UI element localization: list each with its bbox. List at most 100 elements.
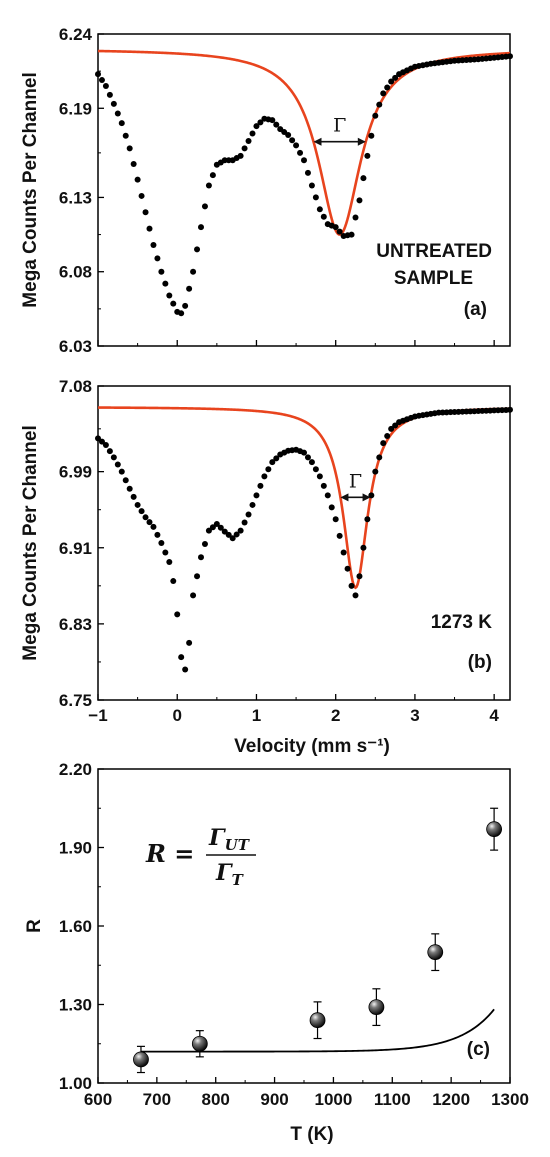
x-tick-label: 600	[84, 1090, 112, 1109]
panel-a-fit	[97, 49, 511, 236]
data-point	[237, 527, 244, 534]
data-point	[392, 74, 399, 81]
data-point	[360, 175, 367, 182]
data-point	[352, 592, 359, 599]
panel-b-y-axis-title: Mega Counts Per Channel	[20, 425, 41, 660]
data-point	[265, 466, 272, 473]
panel-b-x-axis-title: Velocity (mm s⁻¹)	[234, 736, 390, 757]
y-tick-label: 6.75	[59, 691, 92, 710]
data-point	[249, 501, 256, 508]
data-point	[328, 504, 335, 511]
data-point	[191, 1030, 208, 1058]
data-point	[380, 440, 387, 447]
panel-a-frame	[97, 33, 511, 347]
data-point	[384, 432, 391, 439]
panel-a-annotation-3: (a)	[464, 299, 487, 320]
data-point	[217, 524, 224, 531]
gamma-arrow-right	[357, 137, 366, 146]
data-point	[297, 149, 304, 156]
data-point	[229, 535, 236, 542]
data-point	[380, 90, 387, 97]
data-point	[201, 203, 208, 210]
data-point	[269, 459, 276, 466]
panel-b-annotation-2: (b)	[468, 652, 492, 673]
panel-b: 7.08 6.99 6.91 6.83 6.75 −1 0 1 2 3 4 Γ 1273 K (b…	[20, 377, 513, 757]
panel-c-x-ticks: 600 700 800 900 1000 1100 1200 1300	[84, 1077, 529, 1109]
data-point	[182, 302, 189, 309]
data-point	[102, 441, 109, 448]
data-point	[142, 514, 149, 521]
panel-a-x-ticks	[97, 340, 495, 346]
x-tick-label: 1000	[315, 1090, 353, 1109]
y-tick-label: 1.60	[59, 917, 92, 936]
data-point	[348, 582, 355, 589]
panel-b-y-ticks: 7.08 6.99 6.91 6.83 6.75	[59, 377, 104, 710]
formula-numerator: ΓUT	[208, 825, 251, 854]
data-point	[146, 519, 153, 526]
data-point	[273, 455, 280, 462]
gamma-arrow-left	[340, 493, 349, 502]
panel-c-x-axis-title: T (K)	[290, 1124, 333, 1145]
data-point	[253, 123, 260, 130]
x-tick-label: 2	[331, 706, 340, 725]
data-point	[133, 1045, 149, 1074]
data-point	[309, 1001, 326, 1040]
data-point	[134, 176, 141, 183]
panel-c-formula: R = ΓUT ΓT	[145, 825, 256, 889]
data-point	[118, 468, 125, 475]
data-point	[174, 611, 181, 618]
panel-c-y-ticks: 2.20 1.90 1.60 1.30 1.00	[59, 760, 104, 1093]
data-point	[308, 182, 315, 189]
data-point	[98, 77, 105, 84]
data-point	[98, 438, 105, 445]
x-tick-label: 1100	[374, 1090, 411, 1109]
data-point	[95, 71, 101, 78]
data-point	[316, 206, 323, 213]
panel-a-gamma-label: Γ	[333, 115, 346, 137]
data-point	[356, 573, 363, 580]
data-point	[392, 422, 399, 429]
data-point	[316, 473, 323, 480]
panel-a-gamma-marker	[313, 137, 366, 146]
data-point	[340, 549, 347, 556]
data-point	[308, 459, 315, 466]
data-point	[186, 639, 193, 646]
x-tick-label: 800	[202, 1090, 230, 1109]
formula-lhs: R =	[145, 839, 194, 868]
data-point	[273, 121, 280, 128]
data-point	[158, 540, 165, 546]
panel-b-frame	[97, 385, 511, 701]
data-point	[360, 544, 367, 551]
fit-curve	[98, 406, 511, 590]
data-point	[241, 519, 248, 526]
data-point	[130, 493, 137, 500]
x-tick-label: 700	[143, 1090, 171, 1109]
panel-a-y-ticks: 6.24 6.19 6.13 6.08 6.03	[59, 25, 104, 356]
data-point	[182, 666, 189, 673]
data-point	[198, 224, 204, 231]
data-point	[372, 468, 379, 475]
data-point	[364, 152, 371, 159]
panel-a: 6.246.196.136.086.03 Γ UNTREATED SAMPLE …	[20, 25, 513, 356]
data-point	[130, 161, 137, 167]
panel-b-points	[95, 406, 513, 673]
data-point	[126, 145, 133, 152]
panel-c-y-axis-title: R	[24, 919, 45, 933]
formula-denominator: ΓT	[215, 860, 245, 889]
data-marker	[427, 944, 444, 961]
data-point	[285, 132, 292, 139]
x-tick-label: 3	[410, 706, 419, 725]
data-marker	[368, 999, 385, 1016]
data-point	[102, 83, 109, 89]
data-point	[190, 268, 197, 275]
data-point	[237, 152, 244, 159]
data-point	[245, 137, 252, 144]
data-point	[332, 516, 339, 523]
data-point	[312, 194, 319, 201]
data-point	[336, 228, 343, 235]
data-point	[122, 477, 129, 484]
data-point	[486, 807, 503, 851]
data-point	[376, 101, 383, 108]
data-point	[384, 84, 391, 91]
panel-b-gamma-label: Γ	[349, 470, 362, 492]
